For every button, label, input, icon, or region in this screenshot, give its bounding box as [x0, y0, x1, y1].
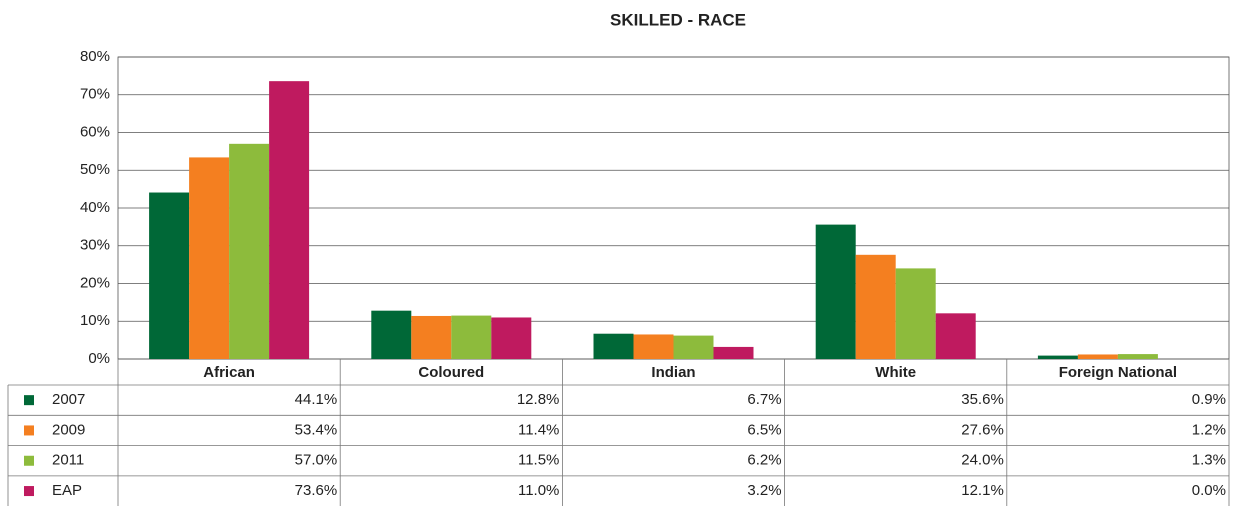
y-tick-label: 70%: [80, 86, 110, 103]
table-value: 6.5%: [747, 421, 781, 438]
y-tick-label: 60%: [80, 123, 110, 140]
table-value: 1.2%: [1192, 421, 1226, 438]
y-tick-label: 0%: [88, 350, 110, 367]
bar: [269, 81, 310, 359]
bar: [713, 346, 754, 359]
bar: [1037, 355, 1078, 359]
legend-label: 2009: [52, 421, 85, 438]
bar: [673, 335, 714, 359]
table-value: 35.6%: [961, 391, 1004, 408]
bar: [815, 224, 856, 359]
chart-title: SKILLED - RACE: [610, 10, 746, 29]
bar: [855, 254, 896, 359]
table-value: 27.6%: [961, 421, 1004, 438]
bar: [895, 268, 936, 359]
legend-swatch: [24, 486, 34, 497]
legend-label: 2007: [52, 391, 85, 408]
bar: [633, 334, 674, 359]
legend-swatch: [24, 425, 34, 436]
y-tick-label: 30%: [80, 237, 110, 254]
bar: [935, 313, 976, 359]
bar: [1077, 354, 1118, 359]
table-header: Coloured: [418, 364, 484, 381]
table-header: African: [203, 364, 255, 381]
table-value: 11.5%: [518, 452, 559, 469]
table-value: 12.8%: [517, 391, 560, 408]
bar: [229, 143, 270, 359]
table-value: 6.7%: [747, 391, 781, 408]
legend-label: 2011: [52, 452, 84, 469]
y-tick-label: 10%: [80, 312, 110, 329]
table-value: 12.1%: [961, 482, 1004, 499]
table-value: 53.4%: [295, 421, 338, 438]
table-value: 11.4%: [518, 421, 559, 438]
bar: [411, 315, 452, 359]
table-header: Foreign National: [1059, 364, 1177, 381]
y-tick-label: 40%: [80, 199, 110, 216]
table-value: 57.0%: [295, 452, 338, 469]
table-value: 6.2%: [747, 452, 781, 469]
bar: [593, 333, 634, 359]
bar: [1117, 354, 1158, 359]
table-value: 0.0%: [1192, 482, 1226, 499]
bar: [451, 315, 492, 359]
table-header: White: [875, 364, 916, 381]
table-value: 1.3%: [1192, 452, 1226, 469]
table-value: 24.0%: [961, 452, 1004, 469]
table-value: 73.6%: [295, 482, 338, 499]
y-tick-label: 50%: [80, 161, 110, 178]
table-value: 3.2%: [747, 482, 781, 499]
bar: [189, 157, 230, 359]
bar: [491, 317, 532, 359]
table-value: 44.1%: [295, 391, 338, 408]
table-value: 0.9%: [1192, 391, 1226, 408]
y-tick-label: 20%: [80, 274, 110, 291]
table-header: Indian: [651, 364, 695, 381]
bar: [149, 192, 190, 359]
table-value: 11.0%: [518, 482, 559, 499]
bar: [371, 310, 412, 359]
legend-swatch: [24, 395, 34, 406]
legend-swatch: [24, 455, 34, 466]
y-tick-label: 80%: [80, 48, 110, 65]
legend-label: EAP: [52, 482, 82, 499]
